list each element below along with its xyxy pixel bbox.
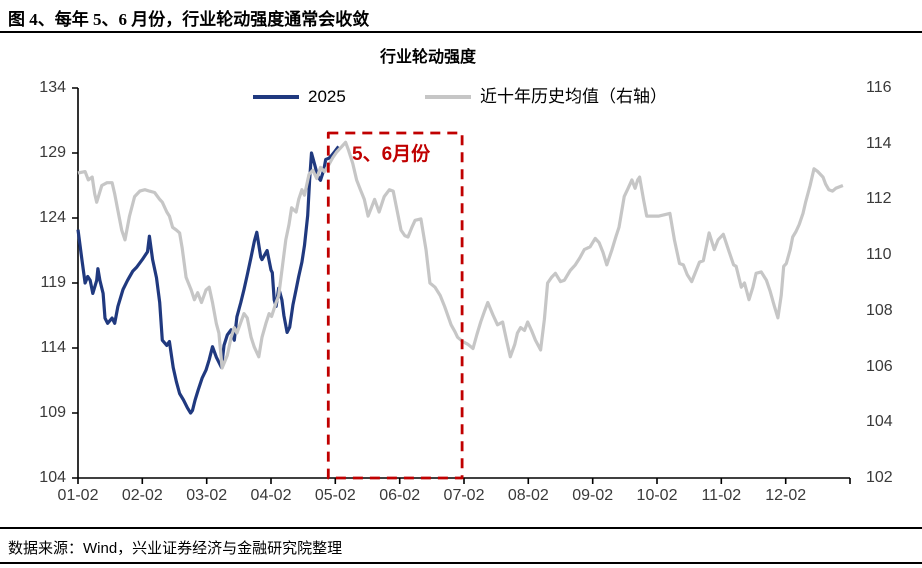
right-axis-tick-label: 110 (866, 246, 892, 264)
legend-label-historical-average: 近十年历史均值（右轴） (480, 87, 667, 106)
legend-label-2025: 2025 (308, 87, 346, 106)
legend-item-2025: 2025 (253, 86, 346, 108)
legend-line-swatch-2025 (253, 95, 299, 99)
left-axis-tick-label: 124 (39, 209, 66, 226)
left-axis-tick-label: 114 (40, 339, 66, 356)
left-axis-tick-label: 134 (39, 79, 66, 96)
right-axis-tick-label: 106 (866, 357, 893, 375)
right-axis-tick-label: 104 (866, 413, 893, 431)
x-axis-tick-label: 03-02 (186, 487, 228, 504)
x-axis-tick-label: 08-02 (507, 487, 549, 504)
x-axis-tick-label: 04-02 (250, 487, 292, 504)
figure-title: 图 4、每年 5、6 月份，行业轮动强度通常会收敛 (8, 10, 370, 29)
data-source: 数据来源：Wind，兴业证券经济与金融研究院整理 (8, 540, 343, 557)
legend-item-historical-average: 近十年历史均值（右轴） (425, 86, 667, 108)
right-axis-tick-label: 108 (866, 301, 893, 319)
right-axis-tick-label: 116 (866, 79, 892, 96)
series-line-historical-average (77, 140, 844, 370)
x-axis-tick-label: 07-02 (443, 487, 485, 504)
chart-canvas (72, 87, 851, 484)
x-axis-tick-label: 09-02 (572, 487, 614, 504)
x-axis-tick-label: 06-02 (379, 487, 421, 504)
figure-footer: 数据来源：Wind，兴业证券经济与金融研究院整理 (0, 527, 922, 564)
x-axis-tick-label: 10-02 (636, 487, 678, 504)
right-axis-tick-label: 114 (866, 134, 892, 152)
left-axis-tick-label: 109 (39, 404, 66, 421)
legend-line-swatch-historical-average (425, 95, 471, 99)
rotation-intensity-chart: 行业轮动强度 2025 近十年历史均值（右轴） 5、6月份 134 129 124 1… (0, 33, 922, 527)
x-axis-tick-label: 12-02 (765, 487, 807, 504)
right-axis-tick-label: 112 (866, 190, 892, 208)
series-line-2025 (76, 145, 340, 415)
x-axis-tick-label: 02-02 (121, 487, 163, 504)
right-axis-tick-label: 102 (866, 469, 893, 486)
figure-header: 图 4、每年 5、6 月份，行业轮动强度通常会收敛 (0, 0, 922, 33)
x-axis-tick-label: 05-02 (314, 487, 356, 504)
left-axis-tick-label: 119 (40, 274, 66, 291)
x-axis-tick-label: 11-02 (701, 487, 742, 504)
axes (72, 87, 851, 484)
x-axis-tick-label: 01-02 (57, 487, 99, 504)
left-axis-tick-label: 104 (39, 469, 66, 486)
annotation-label-may-june: 5、6月份 (352, 144, 431, 165)
annotation-box (326, 131, 464, 480)
chart-title: 行业轮动强度 (379, 49, 476, 66)
left-axis-tick-label: 129 (39, 144, 66, 161)
